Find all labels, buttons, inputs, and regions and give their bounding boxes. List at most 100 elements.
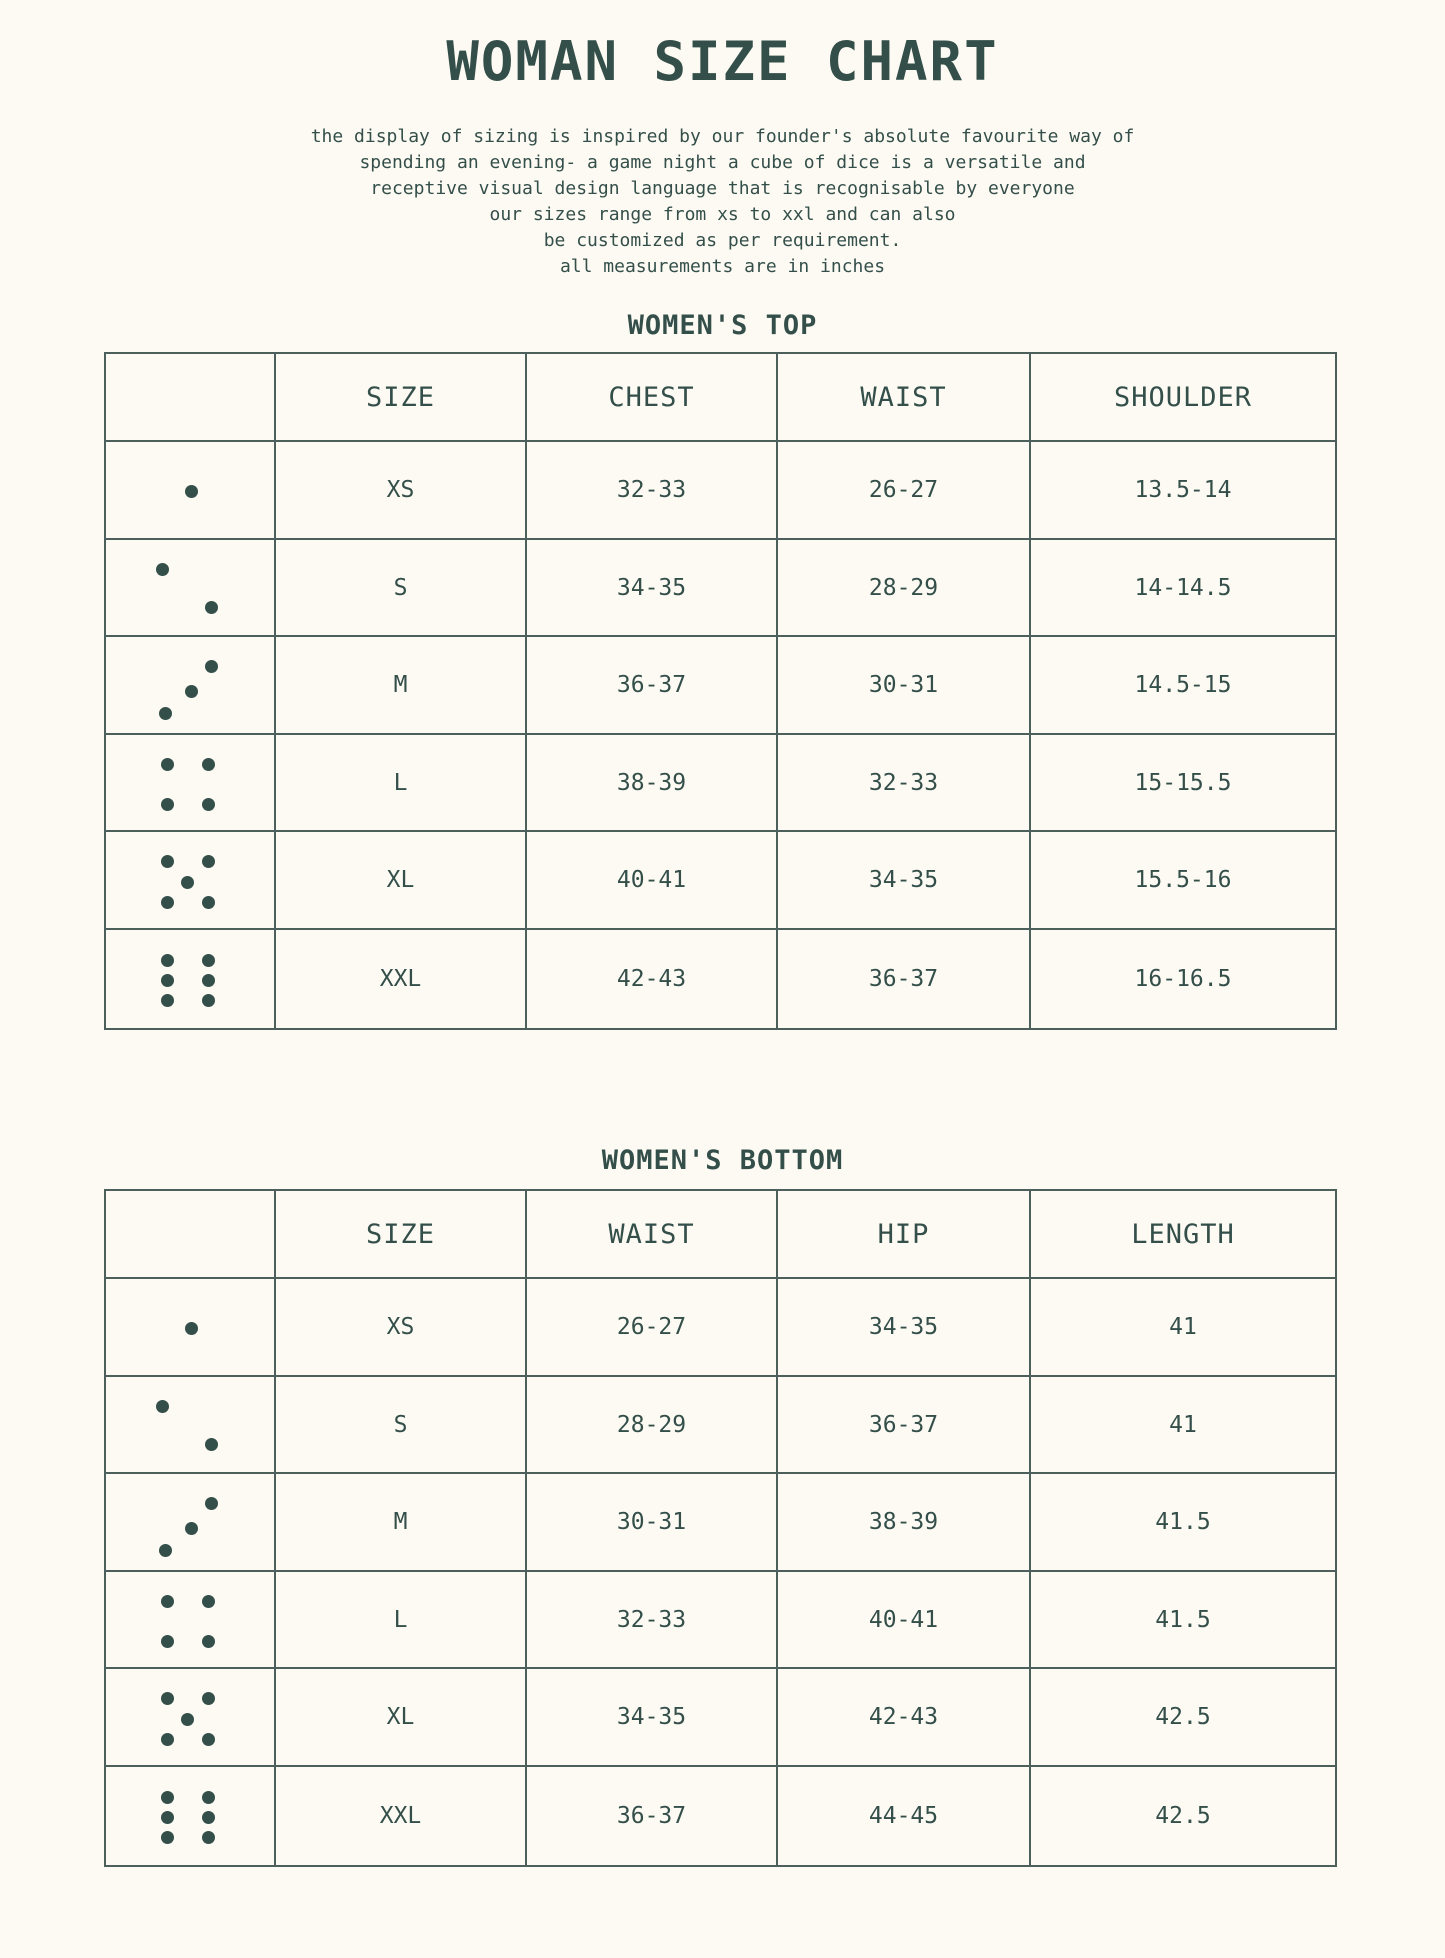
dice-pip: [155, 1399, 169, 1413]
table-row: XS 32-33 26-27 13.5-14: [104, 440, 1337, 540]
measurement-cell: 14.5-15: [1029, 635, 1337, 735]
intro-line: be customized as per requirement.: [543, 230, 902, 251]
dice-pip: [160, 896, 174, 910]
dice-pip: [181, 1713, 195, 1727]
dice-icon: [104, 538, 276, 637]
dice-icon: [104, 733, 276, 832]
dice-icon: [104, 928, 276, 1030]
dice-pip: [160, 1594, 174, 1608]
dice-pip: [201, 953, 215, 967]
dice-pip: [184, 1522, 198, 1536]
dice-pip: [184, 685, 198, 699]
intro-line: all measurements are in inches: [559, 256, 886, 277]
measurement-cell: 14-14.5: [1029, 538, 1337, 637]
bottom-size-table: SIZE WAIST HIP LENGTH XS 26-27 34-35 41 S 28-29 36…: [104, 1189, 1337, 1867]
size-cell: S: [274, 1375, 527, 1474]
table-row: XXL 36-37 44-45 42.5: [104, 1765, 1337, 1867]
dice-pip: [160, 953, 174, 967]
dice-pip: [181, 876, 195, 890]
dice-pip: [201, 896, 215, 910]
measurement-cell: 42-43: [525, 928, 778, 1030]
column-header: [104, 1189, 276, 1279]
measurement-cell: 30-31: [525, 1472, 778, 1572]
size-cell: M: [274, 635, 527, 735]
measurement-cell: 41: [1029, 1375, 1337, 1474]
dice-pip: [204, 1496, 218, 1510]
dice-pip: [160, 1810, 174, 1824]
column-header: LENGTH: [1029, 1189, 1337, 1279]
column-header: SIZE: [274, 352, 527, 442]
measurement-cell: 36-37: [525, 1765, 778, 1867]
dice-pip: [160, 798, 174, 812]
column-header: SIZE: [274, 1189, 527, 1279]
top-table-title: WOMEN'S TOP: [627, 310, 818, 341]
dice-pip: [201, 1691, 215, 1705]
header-row: SIZE CHEST WAIST SHOULDER: [104, 352, 1337, 442]
dice-pip: [160, 973, 174, 987]
dice-pip: [184, 1321, 198, 1335]
dice-pip: [201, 1733, 215, 1747]
size-cell: M: [274, 1472, 527, 1572]
size-cell: S: [274, 538, 527, 637]
dice-pip: [201, 993, 215, 1007]
table-row: L 38-39 32-33 15-15.5: [104, 733, 1337, 832]
size-cell: L: [274, 1570, 527, 1669]
dice-icon: [104, 1277, 276, 1377]
measurement-cell: 34-35: [776, 830, 1031, 930]
dice-pip: [160, 757, 174, 771]
dice-pip: [201, 1594, 215, 1608]
table-row: XS 26-27 34-35 41: [104, 1277, 1337, 1377]
dice-pip: [155, 562, 169, 576]
dice-pip: [201, 854, 215, 868]
intro-line: the display of sizing is inspired by our…: [310, 126, 1135, 147]
measurement-cell: 36-37: [776, 1375, 1031, 1474]
measurement-cell: 30-31: [776, 635, 1031, 735]
measurement-cell: 26-27: [525, 1277, 778, 1377]
dice-icon: [104, 635, 276, 735]
dice-pip: [160, 854, 174, 868]
dice-pip: [160, 1635, 174, 1649]
page-title: WOMAN SIZE CHART: [446, 30, 999, 93]
column-header: [104, 352, 276, 442]
dice-pip: [160, 1830, 174, 1844]
dice-pip: [204, 1438, 218, 1452]
dice-pip: [201, 798, 215, 812]
dice-pip: [159, 706, 172, 720]
dice-pip: [160, 1691, 174, 1705]
measurement-cell: 32-33: [525, 440, 778, 540]
dice-pip: [204, 659, 218, 673]
table-row: XXL 42-43 36-37 16-16.5: [104, 928, 1337, 1030]
table-row: S 28-29 36-37 41: [104, 1375, 1337, 1474]
dice-pip: [160, 1733, 174, 1747]
intro-line: our sizes range from xs to xxl and can a…: [489, 204, 956, 225]
dice-pip: [201, 757, 215, 771]
dice-pip: [201, 1810, 215, 1824]
measurement-cell: 34-35: [525, 538, 778, 637]
measurement-cell: 34-35: [776, 1277, 1031, 1377]
table-row: S 34-35 28-29 14-14.5: [104, 538, 1337, 637]
measurement-cell: 42.5: [1029, 1667, 1337, 1767]
measurement-cell: 44-45: [776, 1765, 1031, 1867]
dice-icon: [104, 440, 276, 540]
measurement-cell: 36-37: [776, 928, 1031, 1030]
size-cell: XXL: [274, 1765, 527, 1867]
table-row: M 30-31 38-39 41.5: [104, 1472, 1337, 1572]
bottom-table-title: WOMEN'S BOTTOM: [601, 1145, 844, 1176]
column-header: CHEST: [525, 352, 778, 442]
column-header: HIP: [776, 1189, 1031, 1279]
measurement-cell: 38-39: [776, 1472, 1031, 1572]
dice-pip: [204, 601, 218, 615]
measurement-cell: 36-37: [525, 635, 778, 735]
column-header: WAIST: [776, 352, 1031, 442]
dice-icon: [104, 830, 276, 930]
size-cell: L: [274, 733, 527, 832]
measurement-cell: 26-27: [776, 440, 1031, 540]
table-row: L 32-33 40-41 41.5: [104, 1570, 1337, 1669]
dice-pip: [201, 973, 215, 987]
measurement-cell: 28-29: [776, 538, 1031, 637]
measurement-cell: 42.5: [1029, 1765, 1337, 1867]
table-row: XL 40-41 34-35 15.5-16: [104, 830, 1337, 930]
size-cell: XL: [274, 1667, 527, 1767]
size-cell: XL: [274, 830, 527, 930]
measurement-cell: 42-43: [776, 1667, 1031, 1767]
